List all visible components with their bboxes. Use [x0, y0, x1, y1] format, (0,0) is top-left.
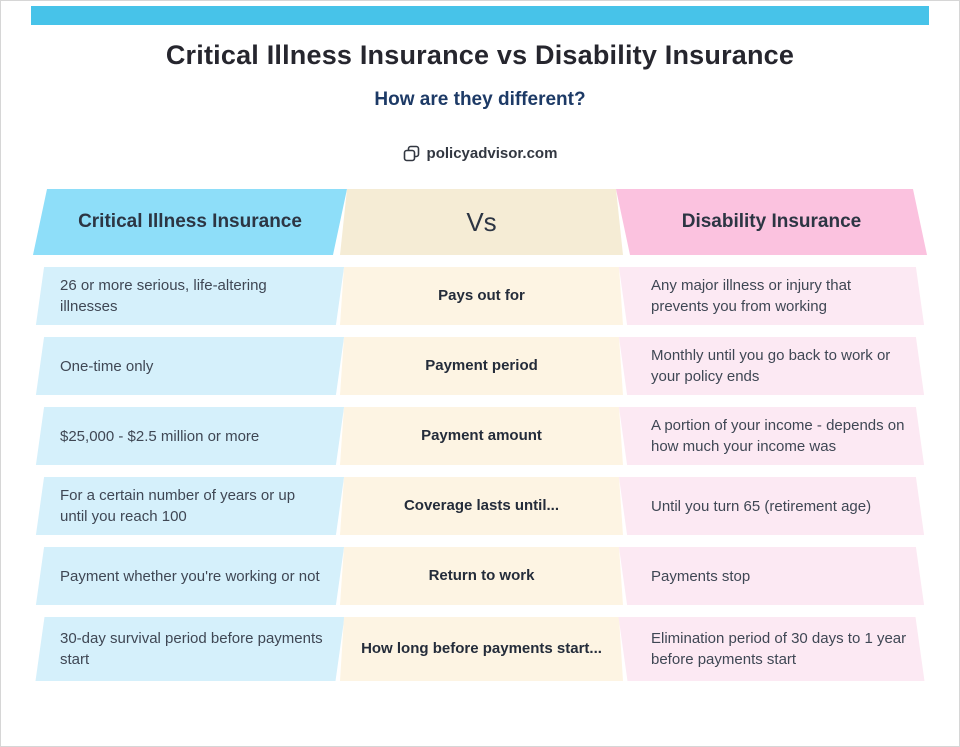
- policyadvisor-logo-icon: [403, 145, 420, 162]
- cell-bg: [340, 407, 623, 465]
- cell-text: Payment period: [425, 357, 538, 374]
- cell-label: How long before payments start...: [340, 617, 623, 681]
- cell-text: Elimination period of 30 days to 1 year …: [651, 630, 907, 668]
- cell-text: How long before payments start...: [361, 640, 602, 657]
- cell-text: $25,000 - $2.5 million or more: [60, 427, 260, 445]
- cell-disability: Payments stop: [618, 547, 925, 605]
- cell-disability: Monthly until you go back to work or you…: [618, 337, 925, 395]
- cell-bg: [340, 547, 623, 605]
- cell-text: Coverage lasts until...: [403, 497, 560, 514]
- cell-text: 30-day survival period before payments s…: [60, 630, 323, 668]
- header-vs-bg: [340, 189, 623, 255]
- cell-bg: [340, 477, 623, 535]
- cell-text: Any major illness or injury that prevent…: [651, 277, 852, 315]
- table-row-payment-amount: $25,000 - $2.5 million or more Payment a…: [35, 407, 925, 465]
- table-row-return-to-work: Payment whether you're working or not Re…: [35, 547, 925, 605]
- cell-critical: $25,000 - $2.5 million or more: [35, 407, 345, 465]
- brand: policyadvisor.com: [1, 143, 959, 163]
- cell-label: Coverage lasts until...: [340, 477, 623, 535]
- cell-text: Until you turn 65 (retirement age): [651, 497, 872, 515]
- header-critical-illness: Critical Illness Insurance: [32, 189, 348, 255]
- brand-text: policyadvisor.com: [426, 144, 558, 162]
- cell-label: Pays out for: [340, 267, 623, 325]
- header-vs-label: Vs: [466, 206, 497, 237]
- cell-text: For a certain number of years or up unti…: [60, 487, 296, 525]
- cell-disability: Until you turn 65 (retirement age): [618, 477, 925, 535]
- cell-critical: 26 or more serious, life-altering illnes…: [35, 267, 345, 325]
- cell-bg: [340, 267, 623, 325]
- table-row-coverage-lasts: For a certain number of years or up unti…: [35, 477, 925, 535]
- header-disability: Disability Insurance: [615, 189, 928, 255]
- cell-critical: 30-day survival period before payments s…: [35, 617, 345, 681]
- header-vs: Vs: [340, 189, 623, 255]
- cell-critical: Payment whether you're working or not: [35, 547, 345, 605]
- cell-bg: [340, 337, 623, 395]
- cell-text: Payment amount: [421, 427, 542, 444]
- cell-text: 26 or more serious, life-altering illnes…: [60, 277, 267, 315]
- cell-label: Return to work: [340, 547, 623, 605]
- cell-disability: A portion of your income - depends on ho…: [618, 407, 925, 465]
- comparison-table: Critical Illness Insurance Vs Disability…: [32, 189, 928, 681]
- cell-critical: One-time only: [35, 337, 345, 395]
- table-row-payment-period: One-time only Payment period Monthly unt…: [35, 337, 925, 395]
- cell-text: One-time only: [60, 357, 154, 375]
- cell-label: Payment amount: [340, 407, 623, 465]
- top-accent-bar: [31, 6, 929, 25]
- header-disability-label: Disability Insurance: [681, 211, 862, 232]
- page-title: Critical Illness Insurance vs Disability…: [165, 40, 795, 70]
- header-critical-label: Critical Illness Insurance: [78, 211, 302, 232]
- cell-text: Payments stop: [651, 567, 751, 585]
- cell-disability: Elimination period of 30 days to 1 year …: [618, 617, 925, 681]
- cell-critical: For a certain number of years or up unti…: [35, 477, 345, 535]
- cell-text: Pays out for: [438, 287, 525, 304]
- cell-text: Return to work: [428, 567, 535, 584]
- table-row-before-payments-start: 30-day survival period before payments s…: [35, 617, 925, 681]
- cell-disability: Any major illness or injury that prevent…: [618, 267, 925, 325]
- cell-text: A portion of your income - depends on ho…: [651, 417, 905, 455]
- table-header-row: Critical Illness Insurance Vs Disability…: [32, 189, 928, 255]
- cell-label: Payment period: [340, 337, 623, 395]
- page-subtitle: How are they different?: [374, 89, 586, 110]
- table-row-pays-out-for: 26 or more serious, life-altering illnes…: [35, 267, 925, 325]
- cell-text: Payment whether you're working or not: [60, 567, 320, 585]
- cell-text: Monthly until you go back to work or you…: [651, 347, 891, 385]
- cell-bg: [340, 617, 623, 681]
